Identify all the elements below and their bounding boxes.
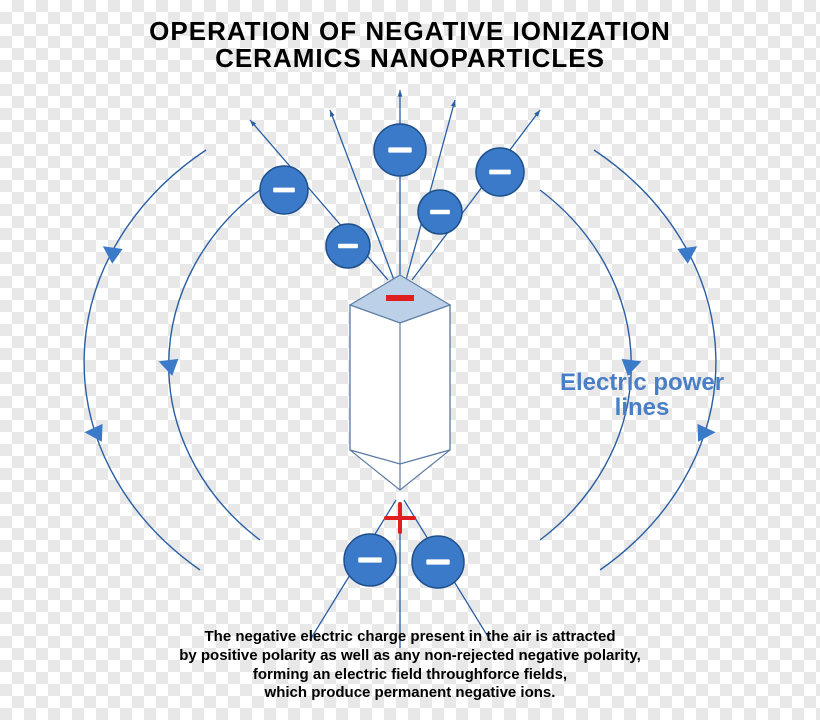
electric-power-lines-label: Electric power lines <box>560 370 724 420</box>
epl-line-2: lines <box>615 394 670 421</box>
caption-text: The negative electric charge present in … <box>0 628 820 703</box>
diagram-svg <box>0 0 820 720</box>
caption-line-4: which produce permanent negative ions. <box>265 684 556 701</box>
caption-line-3: forming an electric field throughforce f… <box>253 666 567 683</box>
caption-line-1: The negative electric charge present in … <box>205 628 616 645</box>
caption-line-2: by positive polarity as well as any non-… <box>179 647 641 664</box>
diagram-stage: OPERATION OF NEGATIVE IONIZATION CERAMIC… <box>0 0 820 720</box>
epl-line-1: Electric power <box>560 369 724 396</box>
